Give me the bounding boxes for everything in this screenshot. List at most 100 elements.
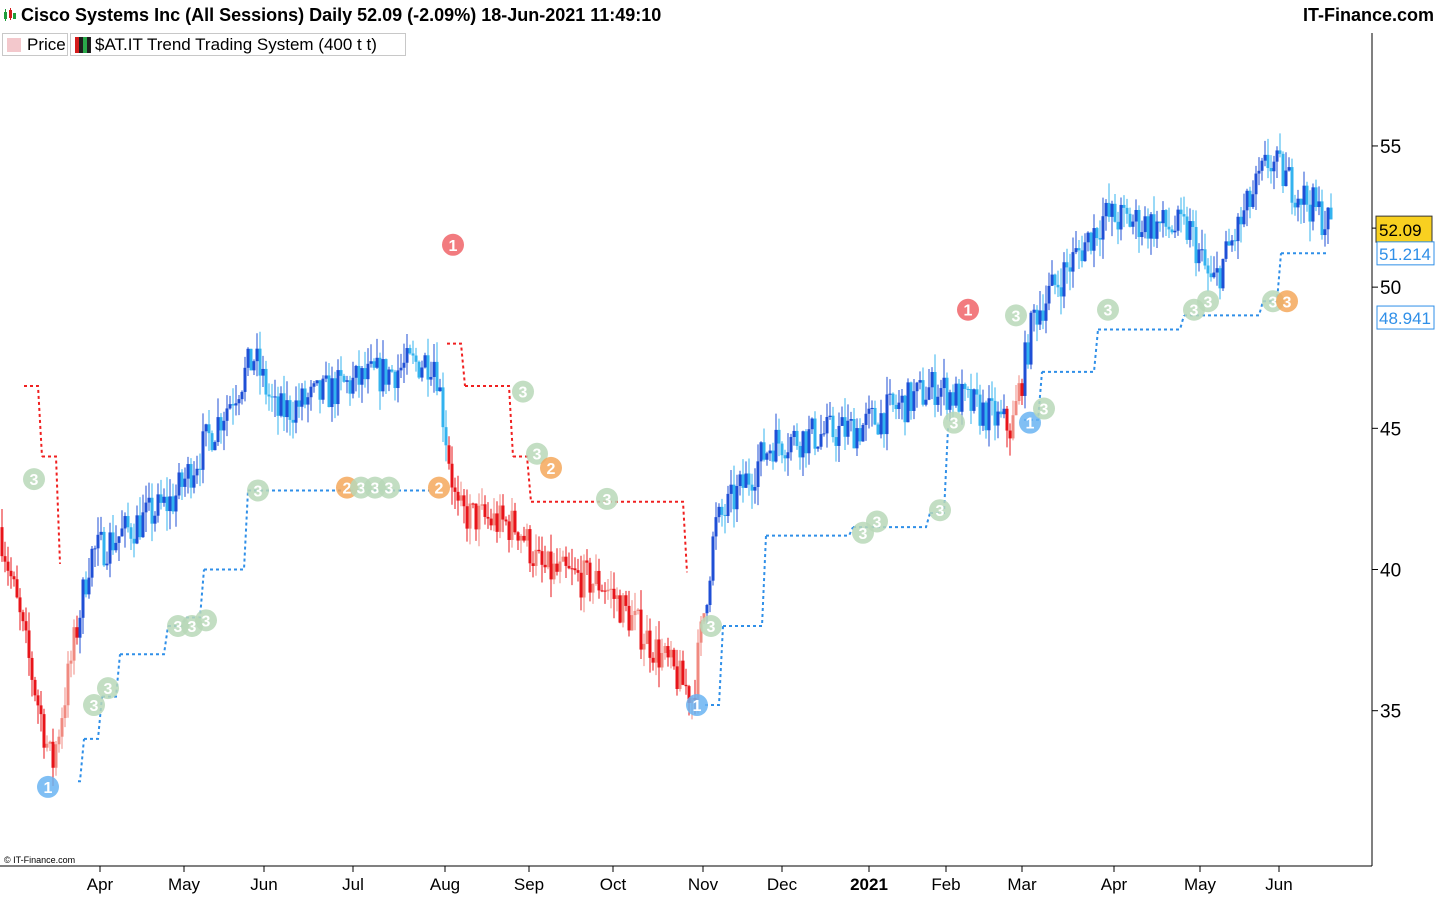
x-tick-label: Apr (87, 875, 114, 894)
candle-body (549, 551, 553, 580)
candle-body (909, 382, 913, 411)
legend-item-trend-system[interactable]: $AT.IT Trend Trading System (400 t t) (70, 33, 406, 56)
candle-body (339, 370, 343, 376)
candle-body (123, 516, 127, 529)
trailing-stop-segment (766, 526, 854, 537)
candle-body (318, 380, 322, 400)
candle-body (951, 392, 955, 406)
candle-body (771, 450, 775, 462)
candle-body (522, 535, 526, 541)
candle-body (33, 679, 37, 696)
signal-marker-label: 3 (1283, 294, 1292, 311)
candle-body (1182, 214, 1186, 217)
candle-body (645, 630, 649, 644)
candle-body (849, 419, 853, 421)
candle-body (1230, 240, 1234, 246)
candle-body (993, 400, 997, 426)
trailing-stop-segment (465, 384, 514, 457)
candle-body (51, 741, 55, 768)
candle-body (129, 527, 133, 539)
candle-body (72, 627, 76, 661)
candle-body (243, 367, 247, 392)
candle-body (405, 348, 409, 363)
x-tick-label: Apr (1101, 875, 1128, 894)
candle-body (180, 472, 184, 487)
candle-body (513, 510, 517, 533)
signal-marker-label: 3 (1104, 303, 1113, 320)
signal-marker-label: 1 (693, 698, 702, 715)
candle-body (945, 377, 949, 410)
candle-body (450, 463, 454, 488)
trailing-stop-segment (1042, 329, 1099, 373)
candle-body (720, 506, 724, 515)
candle-body (96, 534, 100, 549)
candle-body (657, 639, 661, 668)
candle-body (42, 714, 46, 748)
candle-body (1161, 210, 1165, 224)
candle-body (777, 429, 781, 444)
candle-body (564, 556, 568, 566)
trailing-stop-segment (120, 625, 169, 656)
candle-body (393, 371, 397, 389)
candle-body (906, 382, 910, 423)
candle-body (183, 478, 187, 487)
candle-body (1173, 230, 1177, 233)
candle-body (957, 383, 961, 412)
candle-body (36, 695, 40, 706)
candle-body (309, 386, 313, 398)
candle-body (417, 361, 421, 378)
candle-body (636, 609, 640, 611)
candle-body (1083, 242, 1087, 262)
candle-body (174, 495, 178, 512)
candle-body (678, 660, 682, 689)
candle-body (273, 396, 277, 398)
candle-body (330, 378, 334, 408)
legend-item-price[interactable]: Price (2, 33, 68, 56)
y-tick-label: 55 (1380, 137, 1401, 158)
signal-marker-label: 3 (174, 619, 183, 636)
candle-body (378, 357, 382, 392)
candle-body (234, 403, 238, 406)
candle-body (384, 359, 388, 385)
candle-body (1284, 170, 1288, 187)
signal-marker-label: 2 (435, 481, 444, 498)
candle-body (1104, 202, 1108, 217)
trailing-stop-segment (447, 342, 466, 387)
candle-body (642, 643, 646, 650)
candle-body (1242, 210, 1246, 225)
candle-body (795, 430, 799, 446)
signal-marker-label: 3 (1012, 308, 1021, 325)
candle-body (882, 413, 886, 435)
candle-body (93, 548, 97, 550)
candle-body (684, 684, 688, 687)
signal-marker: 3 (195, 609, 217, 632)
candle-body (618, 595, 622, 623)
candle-body (1056, 284, 1060, 288)
candle-body (573, 568, 577, 571)
candle-body (282, 393, 286, 418)
candle-body (723, 514, 727, 516)
candle-body (591, 584, 595, 593)
signal-marker: 3 (97, 677, 119, 700)
candle-body (435, 361, 439, 392)
candle-body (915, 382, 919, 392)
signal-marker: 1 (1019, 411, 1041, 434)
candle-body (576, 570, 580, 573)
signal-marker-label: 3 (950, 416, 959, 433)
candle-body (228, 404, 232, 409)
candle-body (162, 496, 166, 503)
candle-body (249, 348, 253, 371)
signal-marker-circle (97, 677, 119, 700)
trailing-stop-segment (1098, 315, 1185, 331)
x-tick-label: Sep (514, 875, 544, 894)
candle-body (1293, 202, 1297, 208)
candle-body (321, 378, 325, 400)
candle-body (1278, 150, 1282, 154)
candle-body (963, 383, 967, 389)
x-tick-label: May (168, 875, 201, 894)
candle-body (975, 389, 979, 395)
signal-marker-circle (700, 614, 722, 637)
signal-marker-label: 3 (1204, 294, 1213, 311)
candle-body (3, 556, 7, 562)
